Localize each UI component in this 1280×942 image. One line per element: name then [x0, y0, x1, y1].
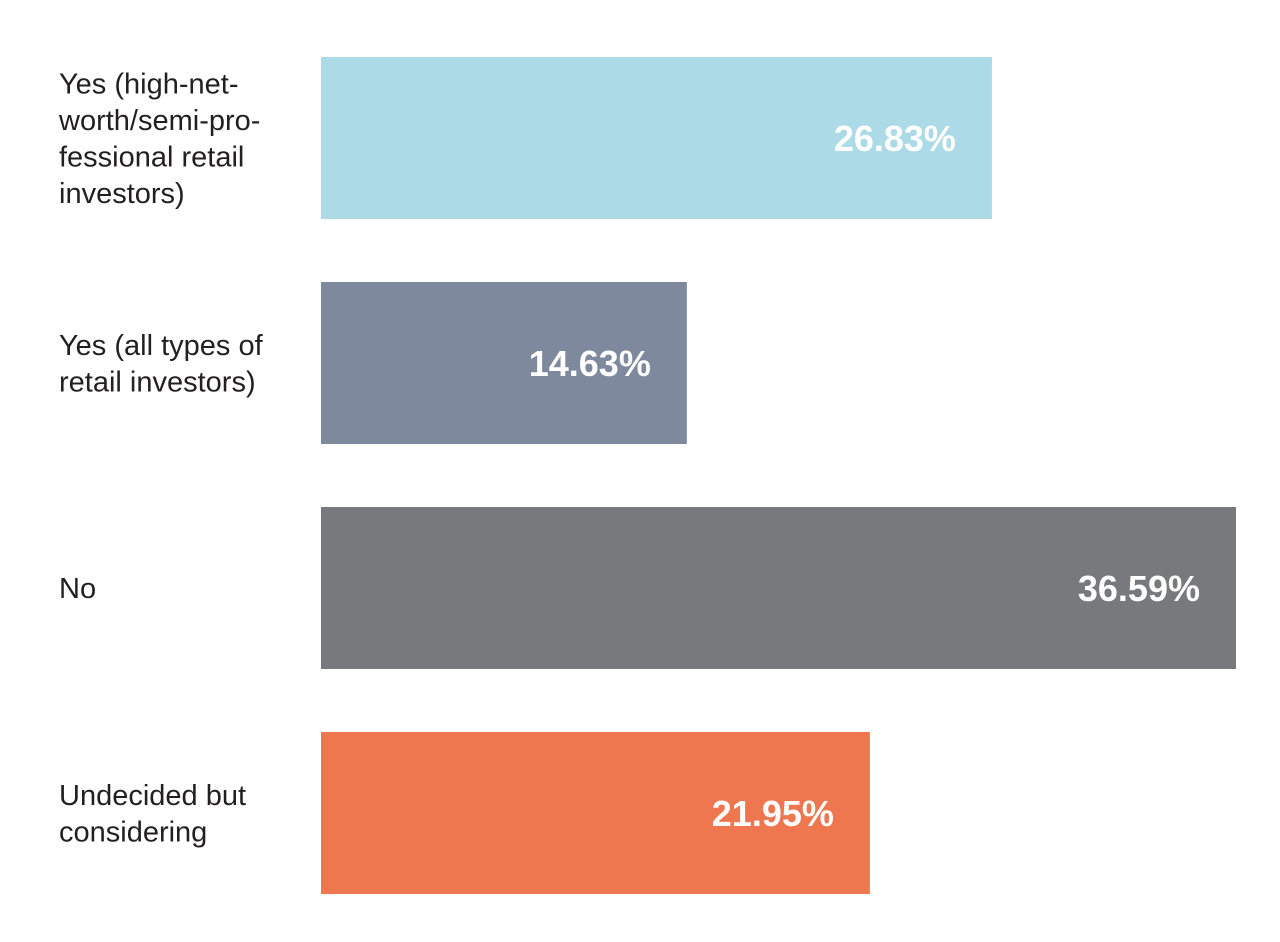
bar-3	[321, 507, 1236, 669]
category-label-line: Yes (all types of	[59, 330, 264, 362]
category-label-line: considering	[59, 816, 207, 848]
category-label-2: Yes (all types of retail investors)	[59, 330, 264, 399]
category-label-4: Undecided but considering	[59, 780, 246, 849]
value-label-3: 36.59%	[1078, 568, 1200, 609]
category-label-line: fessional retail	[59, 141, 244, 173]
category-label-3: No	[59, 573, 96, 605]
category-label-line: Yes (high-net-	[59, 68, 238, 100]
value-label-2: 14.63%	[529, 343, 651, 384]
category-label-line: worth/semi-pro-	[58, 105, 260, 137]
value-labels-layer: 26.83% 14.63% 36.59% 21.95%	[529, 118, 1200, 834]
category-label-line: Undecided but	[59, 780, 246, 812]
bar-1	[321, 57, 992, 219]
bar-2	[321, 282, 687, 444]
category-label-line: retail investors)	[59, 366, 256, 398]
category-labels-layer: Yes (high-net-worth/semi-pro-fessional r…	[58, 68, 264, 848]
category-label-line: investors)	[59, 178, 185, 210]
bar-4	[321, 732, 870, 894]
category-label-1: Yes (high-net-worth/semi-pro-fessional r…	[58, 68, 260, 210]
bars-layer	[321, 57, 1236, 894]
value-label-1: 26.83%	[834, 118, 956, 159]
category-label-line: No	[59, 573, 96, 605]
value-label-4: 21.95%	[712, 793, 834, 834]
